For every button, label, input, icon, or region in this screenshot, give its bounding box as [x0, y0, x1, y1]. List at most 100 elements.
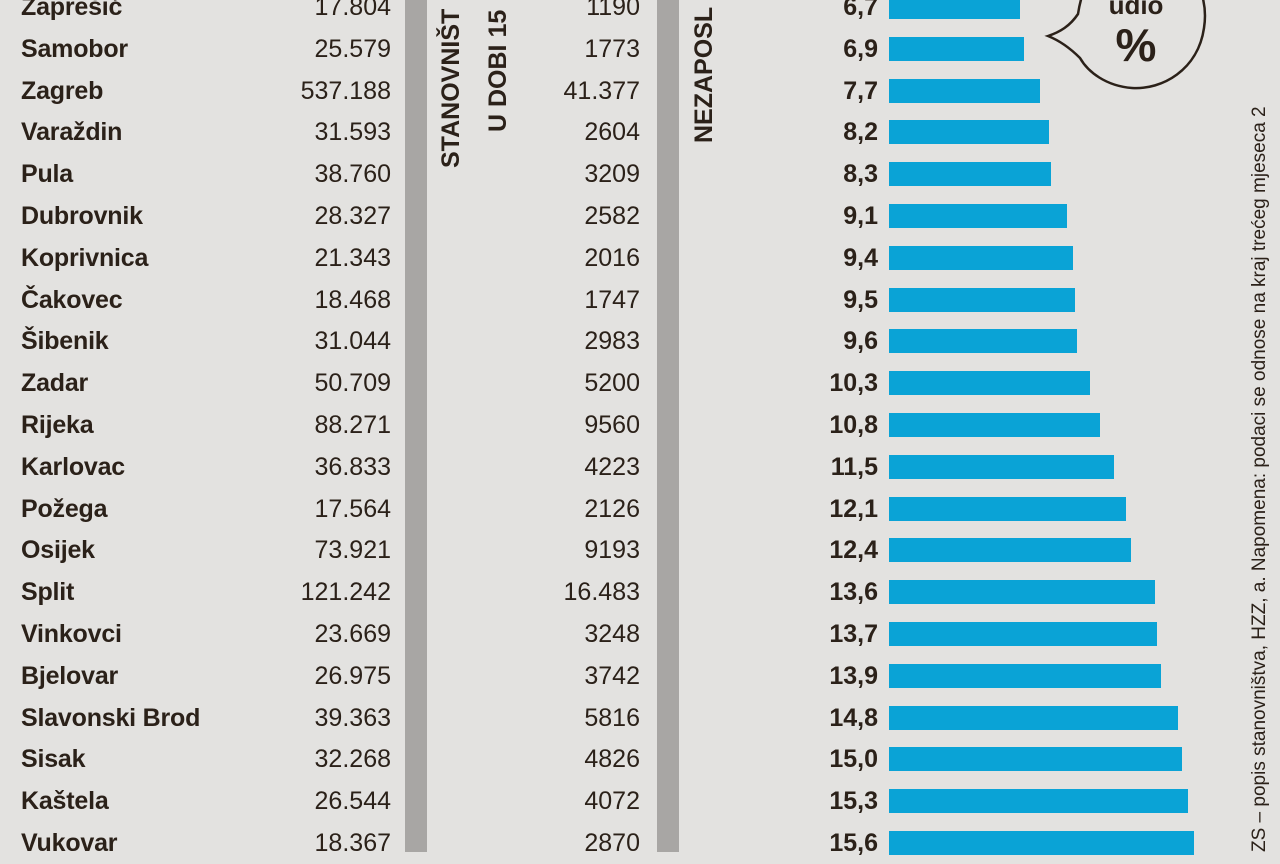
city-name: Požega	[21, 494, 108, 523]
source-footnote: ZS – popis stanovništva, HZZ, a. Napomen…	[1249, 106, 1270, 852]
share-label: 15,0	[829, 745, 878, 774]
table-row: Slavonski Brod 39.363 5816 14,8	[0, 697, 1240, 739]
badge-word: udio	[1108, 0, 1164, 20]
share-label: 12,4	[829, 536, 878, 565]
city-name: Samobor	[21, 34, 128, 63]
share-bar	[889, 538, 1131, 563]
city-name: Zaprešić	[21, 0, 123, 21]
city-name: Karlovac	[21, 452, 126, 481]
unemployed-value: 1190	[586, 0, 640, 21]
city-name: Sisak	[21, 745, 86, 774]
city-name: Bjelovar	[21, 661, 119, 690]
city-name: Koprivnica	[21, 243, 149, 272]
table-row: Požega 17.564 2126 12,1	[0, 488, 1240, 530]
table-row: Kaštela 26.544 4072 15,3	[0, 780, 1240, 822]
table-row: Vukovar 18.367 2870 15,6	[0, 822, 1240, 864]
unemployed-value: 1747	[584, 285, 640, 314]
column-separator-1	[405, 0, 427, 852]
share-bar	[889, 371, 1090, 396]
unemployed-value: 9193	[584, 536, 640, 565]
table-row: Čakovec 18.468 1747 9,5	[0, 279, 1240, 321]
share-label: 13,7	[829, 620, 878, 648]
share-bar	[889, 0, 1020, 19]
population-value: 18.468	[314, 285, 391, 314]
table-row: Dubrovnik 28.327 2582 9,1	[0, 195, 1240, 237]
population-value: 39.363	[314, 703, 391, 732]
population-value: 17.564	[314, 494, 391, 523]
table-row: Zaprešić 17.804 1190 6,7	[0, 0, 1240, 28]
share-bar	[889, 705, 1178, 730]
share-bar	[889, 622, 1157, 646]
share-label: 10,8	[829, 411, 878, 439]
population-value: 28.327	[314, 202, 391, 230]
population-value: 50.709	[314, 369, 391, 398]
population-value: 88.271	[314, 411, 391, 439]
table-row: Bjelovar 26.975 3742 13,9	[0, 655, 1240, 697]
city-name: Šibenik	[21, 327, 109, 356]
table-row: Split 121.242 16.483 13,6	[0, 571, 1240, 613]
population-value: 32.268	[314, 745, 391, 774]
share-label: 8,3	[843, 160, 878, 189]
share-label: 6,7	[843, 0, 878, 21]
unemployed-value: 3209	[584, 160, 640, 189]
share-label: 9,4	[843, 243, 878, 272]
city-name: Čakovec	[21, 285, 123, 314]
badge-percent-symbol: %	[1115, 19, 1157, 71]
unemployed-value: 5200	[584, 369, 640, 398]
unemployed-value: 9560	[584, 411, 640, 439]
table-row: Koprivnica 21.343 2016 9,4	[0, 237, 1240, 279]
share-bar	[889, 580, 1155, 605]
share-percent-badge: udio %	[1040, 0, 1210, 100]
table-row: Sisak 32.268 4826 15,0	[0, 738, 1240, 780]
unemployed-value: 3742	[584, 661, 640, 690]
share-label: 9,1	[843, 202, 878, 230]
share-bar	[889, 831, 1194, 855]
population-value: 17.804	[314, 0, 391, 21]
share-label: 14,8	[829, 703, 878, 732]
share-label: 10,3	[829, 369, 878, 398]
unemployed-value: 4072	[584, 787, 640, 816]
population-value: 26.544	[314, 787, 391, 816]
table-row: Pula 38.760 3209 8,3	[0, 153, 1240, 195]
unemployed-value: 1773	[584, 34, 640, 63]
table-row: Vinkovci 23.669 3248 13,7	[0, 613, 1240, 655]
table-row: Karlovac 36.833 4223 11,5	[0, 446, 1240, 488]
population-value: 21.343	[314, 243, 391, 272]
unemployed-value: 2604	[584, 118, 640, 147]
badge-drop-shape	[1044, 0, 1207, 90]
population-value: 38.760	[314, 160, 391, 189]
table-row: Varaždin 31.593 2604 8,2	[0, 111, 1240, 153]
share-label: 12,1	[829, 494, 878, 523]
table-row: Osijek 73.921 9193 12,4	[0, 529, 1240, 571]
population-value: 537.188	[300, 76, 391, 105]
table-row: Zagreb 537.188 41.377 7,7	[0, 70, 1240, 112]
table-row: Šibenik 31.044 2983 9,6	[0, 320, 1240, 362]
population-value: 31.593	[314, 118, 391, 147]
share-bar	[889, 747, 1182, 772]
population-value: 73.921	[314, 536, 391, 565]
population-value: 18.367	[314, 829, 391, 857]
city-name: Slavonski Brod	[21, 703, 201, 732]
table-row: Samobor 25.579 1773 6,9	[0, 28, 1240, 70]
share-bar	[889, 663, 1161, 688]
city-name: Osijek	[21, 536, 95, 565]
city-name: Pula	[21, 160, 73, 189]
share-bar	[889, 245, 1073, 270]
share-bar	[889, 329, 1077, 354]
table-row: Rijeka 88.271 9560 10,8	[0, 404, 1240, 446]
city-name: Varaždin	[21, 118, 123, 147]
share-bar	[889, 162, 1051, 187]
share-bar	[889, 287, 1075, 312]
share-label: 15,6	[829, 829, 878, 857]
city-name: Zadar	[21, 369, 89, 398]
unemployed-value: 3248	[584, 620, 640, 648]
share-label: 8,2	[843, 118, 878, 147]
city-name: Dubrovnik	[21, 202, 143, 230]
city-name: Vinkovci	[21, 620, 122, 648]
unemployed-value: 2983	[584, 327, 640, 356]
population-value: 121.242	[300, 578, 391, 607]
city-name: Zagreb	[21, 76, 104, 105]
population-value: 31.044	[314, 327, 391, 356]
unemployed-value: 16.483	[563, 578, 640, 607]
population-value: 23.669	[314, 620, 391, 648]
